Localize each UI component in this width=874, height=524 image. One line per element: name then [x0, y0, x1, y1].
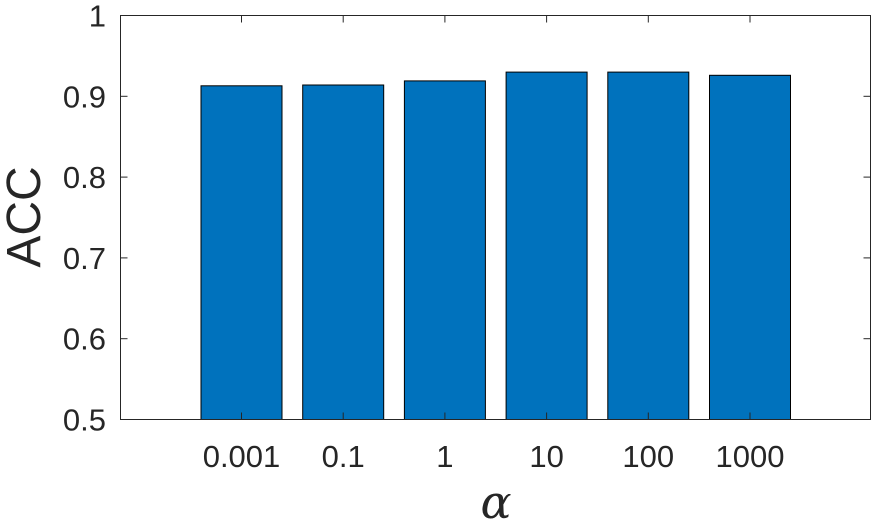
y-tick-label-0.9: 0.9 — [63, 79, 106, 114]
y-tick-label-0.6: 0.6 — [63, 322, 106, 357]
x-tick-label-0.001: 0.001 — [203, 439, 281, 474]
ticks-group: 0.001 0.1 1 10 100 1000 0.5 0.6 0.7 0.8 0.9 1 — [63, 0, 871, 474]
x-axis-label: α — [480, 475, 511, 524]
bar-1 — [403, 80, 486, 421]
y-axis-label: ACC — [0, 166, 51, 267]
bar-0.1 — [302, 84, 385, 420]
bar-100 — [607, 71, 690, 420]
y-tick-label-1: 1 — [89, 0, 106, 34]
y-tick-label-0.5: 0.5 — [63, 403, 106, 438]
x-tick-label-100: 100 — [622, 439, 674, 474]
plot-frame — [120, 15, 871, 420]
bar-0.001 — [200, 85, 283, 421]
x-tick-label-10: 10 — [529, 439, 563, 474]
x-tick-label-0.1: 0.1 — [322, 439, 365, 474]
y-tick-label-0.7: 0.7 — [63, 241, 106, 276]
bar-1000 — [709, 74, 791, 421]
bars-group — [200, 71, 791, 421]
y-tick-label-0.8: 0.8 — [63, 160, 106, 195]
x-tick-label-1000: 1000 — [716, 439, 785, 474]
x-tick-label-1: 1 — [436, 439, 453, 474]
bar-10 — [505, 71, 588, 420]
